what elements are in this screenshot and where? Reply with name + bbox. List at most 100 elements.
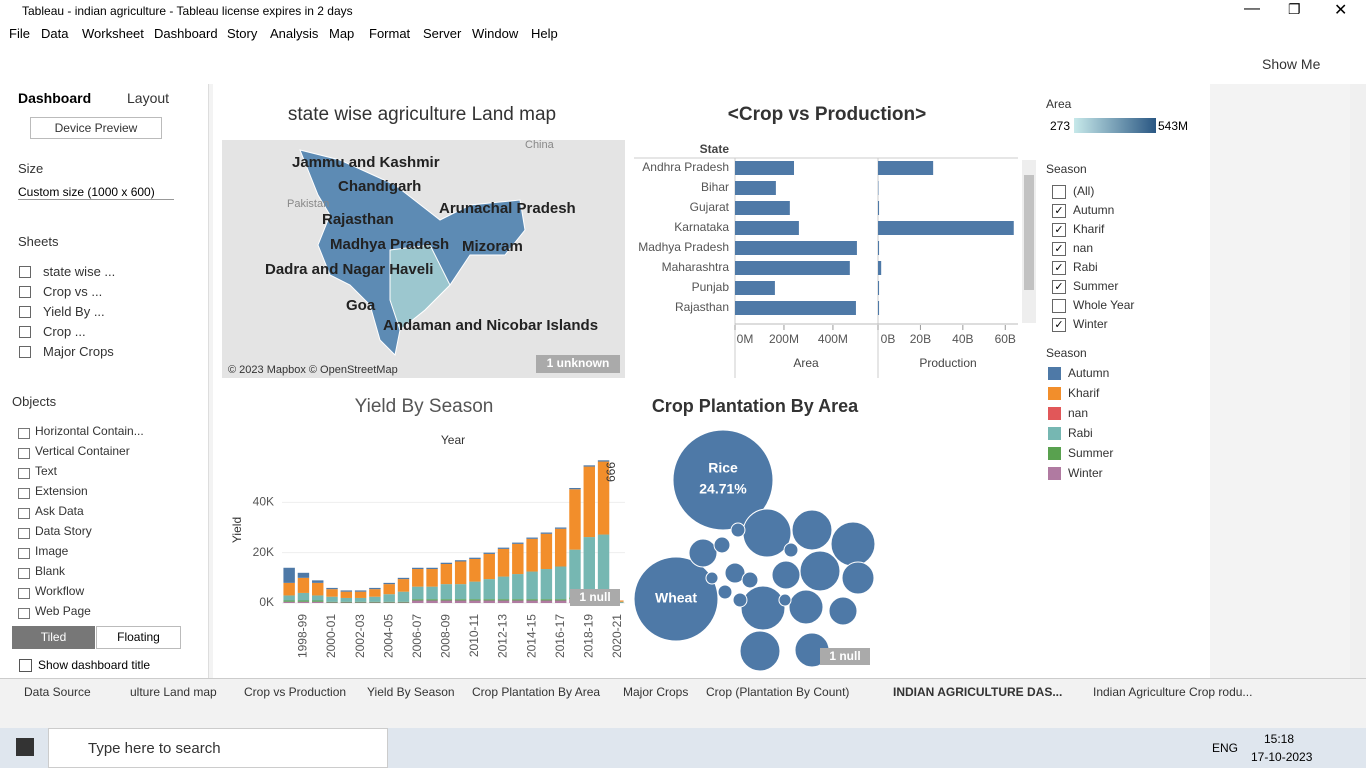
legend-item: Rabi bbox=[1068, 426, 1093, 440]
object-item[interactable]: Text bbox=[35, 464, 58, 478]
sheet-icon bbox=[19, 326, 31, 338]
sheet-tab[interactable]: Data Source bbox=[24, 685, 91, 699]
menu-item[interactable]: Story bbox=[227, 26, 258, 41]
sheet-tab[interactable]: ulture Land map bbox=[130, 685, 217, 699]
panel-tab[interactable]: Dashboard bbox=[18, 90, 92, 106]
sheet-tab[interactable]: Major Crops bbox=[623, 685, 689, 699]
filter-item[interactable]: Winter bbox=[1073, 317, 1108, 331]
filter-item[interactable]: (All) bbox=[1073, 184, 1095, 198]
device-preview[interactable]: Device Preview bbox=[30, 117, 162, 139]
object-item[interactable]: Vertical Container bbox=[35, 444, 130, 458]
sheet-tab[interactable]: Yield By Season bbox=[367, 685, 455, 699]
window-title: Tableau - indian agriculture - Tableau l… bbox=[22, 4, 353, 18]
object-item[interactable]: Horizontal Contain... bbox=[35, 424, 144, 438]
sheet-tabs bbox=[0, 678, 1366, 707]
object-item[interactable]: Extension bbox=[35, 484, 88, 498]
legend-item: nan bbox=[1068, 406, 1089, 420]
gradient bbox=[1074, 118, 1156, 133]
menu-item[interactable]: Dashboard bbox=[154, 26, 218, 41]
restore[interactable]: ❐ bbox=[1288, 1, 1301, 17]
checkbox[interactable]: ✓ bbox=[1052, 280, 1066, 294]
show-title[interactable]: Show dashboard title bbox=[38, 658, 151, 672]
sheet-tab[interactable]: Crop Plantation By Area bbox=[472, 685, 601, 699]
sheet-tab[interactable]: Indian Agriculture Crop rodu... bbox=[1093, 685, 1253, 699]
legend-item: Summer bbox=[1068, 446, 1114, 460]
object-item[interactable]: Blank bbox=[35, 564, 66, 578]
legend-swatch bbox=[1048, 467, 1061, 480]
filter-item[interactable]: Kharif bbox=[1073, 222, 1105, 236]
menu-item[interactable]: Server bbox=[423, 26, 462, 41]
object-item[interactable]: Ask Data bbox=[35, 504, 84, 518]
sheet-item[interactable]: Crop ... bbox=[43, 324, 86, 339]
object-icon bbox=[18, 448, 30, 459]
object-icon bbox=[18, 568, 30, 579]
sheet-tab[interactable]: Crop (Plantation By Count) bbox=[706, 685, 850, 699]
sheet-tab[interactable]: Crop vs Production bbox=[244, 685, 347, 699]
minimize[interactable]: — bbox=[1244, 0, 1260, 17]
checkbox[interactable] bbox=[1052, 299, 1066, 313]
checkbox[interactable]: ✓ bbox=[1052, 318, 1066, 332]
legend-swatch bbox=[1048, 407, 1061, 420]
mode-toggle[interactable]: Floating bbox=[96, 626, 181, 649]
object-icon bbox=[18, 528, 30, 539]
sheet-item[interactable]: Major Crops bbox=[43, 344, 114, 359]
filter-item[interactable]: Rabi bbox=[1073, 260, 1098, 274]
start-button[interactable] bbox=[16, 738, 34, 756]
toolbar bbox=[0, 44, 1366, 85]
object-icon bbox=[18, 488, 30, 499]
checkbox[interactable]: ✓ bbox=[1052, 242, 1066, 256]
sheet-icon bbox=[19, 266, 31, 278]
legend-swatch bbox=[1048, 447, 1061, 460]
object-icon bbox=[18, 588, 30, 599]
object-icon bbox=[18, 468, 30, 479]
sheet-item[interactable]: state wise ... bbox=[43, 264, 116, 279]
filter-title: Season bbox=[1046, 162, 1087, 176]
menu-item[interactable]: Window bbox=[472, 26, 519, 41]
object-item[interactable]: Web Page bbox=[35, 604, 91, 618]
sheet-icon bbox=[19, 306, 31, 318]
panel-tab[interactable]: Layout bbox=[127, 90, 170, 106]
sheet-item[interactable]: Yield By ... bbox=[43, 304, 105, 319]
menu-item[interactable]: Format bbox=[369, 26, 411, 41]
filter-item[interactable]: Autumn bbox=[1073, 203, 1115, 217]
menu-item[interactable]: Analysis bbox=[270, 26, 319, 41]
mode-toggle[interactable]: Tiled bbox=[12, 626, 95, 649]
show-me[interactable]: Show Me bbox=[1262, 56, 1321, 72]
object-icon bbox=[18, 508, 30, 519]
checkbox[interactable] bbox=[19, 659, 32, 672]
menu-item[interactable]: File bbox=[9, 26, 30, 41]
filter-item[interactable]: Whole Year bbox=[1073, 298, 1135, 312]
filter-item[interactable]: Summer bbox=[1073, 279, 1119, 293]
legend-title: Area bbox=[1046, 97, 1072, 111]
legend-item: Autumn bbox=[1068, 366, 1110, 380]
legend-swatch bbox=[1048, 427, 1061, 440]
scrollbar[interactable] bbox=[1350, 84, 1366, 678]
status-bar bbox=[0, 706, 1366, 728]
menu-item[interactable]: Data bbox=[41, 26, 69, 41]
title-bar bbox=[0, 0, 1366, 22]
object-item[interactable]: Image bbox=[35, 544, 69, 558]
sheet-item[interactable]: Crop vs ... bbox=[43, 284, 103, 299]
legend-item: Kharif bbox=[1068, 386, 1100, 400]
checkbox[interactable]: ✓ bbox=[1052, 204, 1066, 218]
checkbox[interactable]: ✓ bbox=[1052, 223, 1066, 237]
object-item[interactable]: Data Story bbox=[35, 524, 92, 538]
filter-item[interactable]: nan bbox=[1073, 241, 1094, 255]
object-item[interactable]: Workflow bbox=[35, 584, 85, 598]
sheet-icon bbox=[19, 346, 31, 358]
legend-max: 543M bbox=[1158, 119, 1189, 133]
menu-item[interactable]: Help bbox=[531, 26, 558, 41]
section-label: Sheets bbox=[18, 234, 59, 249]
checkbox[interactable]: ✓ bbox=[1052, 261, 1066, 275]
legend-swatch bbox=[1048, 387, 1061, 400]
close[interactable]: ✕ bbox=[1334, 2, 1348, 19]
section-label: Objects bbox=[12, 394, 57, 409]
clock-time: 15:18 bbox=[1264, 732, 1295, 746]
section-label: Size bbox=[18, 161, 44, 176]
checkbox[interactable] bbox=[1052, 185, 1066, 199]
sheet-tab[interactable]: INDIAN AGRICULTURE DAS... bbox=[893, 685, 1063, 699]
menu-item[interactable]: Map bbox=[329, 26, 355, 41]
menu-item[interactable]: Worksheet bbox=[82, 26, 144, 41]
size-select[interactable]: Custom size (1000 x 600) bbox=[18, 185, 174, 200]
